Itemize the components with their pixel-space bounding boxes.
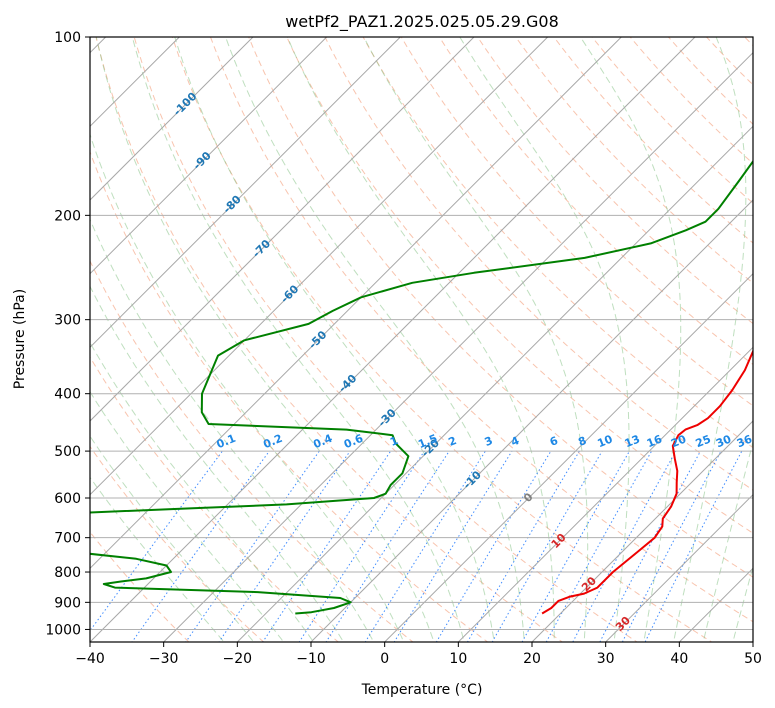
- mixing-ratio-label: 10: [595, 432, 614, 450]
- isotherm-line: [90, 37, 254, 201]
- moist-adiabat: [579, 37, 682, 642]
- moist-adiabat: [95, 37, 435, 642]
- mixing-ratio-label: 36: [735, 432, 754, 450]
- isotherm-line: [90, 37, 475, 422]
- isotherm-line: [531, 420, 753, 642]
- chart-title: wetPf2_PAZ1.2025.025.05.29.G08: [285, 12, 559, 32]
- temperature-profile-line: [541, 348, 753, 615]
- mixing-ratio-line: [90, 450, 223, 632]
- x-tick-label: 50: [744, 651, 762, 667]
- moist-adiabat: [131, 37, 465, 642]
- dry-adiabat: [133, 37, 638, 642]
- mixing-ratio-line: [218, 450, 351, 642]
- isotherm-line: [310, 199, 753, 642]
- y-tick-label: 400: [54, 387, 81, 403]
- dry-adiabat: [286, 37, 753, 534]
- isotherm-line: [90, 37, 696, 642]
- mixing-ratio-line: [298, 450, 425, 642]
- x-tick-label: 20: [523, 651, 541, 667]
- plot-frame: [89, 36, 754, 643]
- dry-adiabat: [90, 445, 265, 642]
- mixing-ratio-label: 8: [576, 434, 588, 449]
- moist-adiabat: [90, 218, 375, 642]
- x-tick-label: −10: [296, 651, 326, 667]
- x-tick-label: 30: [597, 651, 615, 667]
- mixing-ratio-line: [435, 450, 552, 642]
- mixing-ratio-line: [325, 450, 450, 642]
- moist-adiabat: [90, 435, 255, 642]
- y-tick-label: 1000: [45, 622, 81, 638]
- dry-adiabat: [90, 259, 414, 642]
- sounding-series: [90, 159, 753, 615]
- dry-adiabat: [95, 37, 564, 642]
- y-axis-title: Pressure (hPa): [12, 289, 28, 389]
- isotherm-line: [90, 37, 401, 349]
- isotherm-line: [384, 272, 753, 642]
- moist-adiabat: [363, 37, 589, 642]
- background-lines: [90, 37, 753, 642]
- x-tick-label: −20: [223, 651, 253, 667]
- mixing-ratio-label: 13: [623, 433, 642, 451]
- moist-adiabat: [702, 439, 753, 642]
- isotherm-line: [90, 37, 622, 570]
- y-tick-label: 900: [54, 595, 81, 611]
- dry-adiabat: [362, 37, 753, 449]
- isotherm-line: [236, 125, 753, 642]
- y-tick-label: 800: [54, 565, 81, 581]
- dewpoint-profile-line: [90, 159, 753, 615]
- y-axis: 100 200 300 400 500 600 700 800 900 1000: [45, 30, 90, 638]
- dry-adiabat: [171, 37, 713, 642]
- y-tick-label: 600: [54, 491, 81, 507]
- moist-adiabat: [225, 37, 525, 642]
- moist-adiabat: [90, 390, 285, 642]
- isotherm-line: [605, 493, 753, 642]
- y-tick-label: 100: [54, 30, 81, 46]
- y-tick-label: 300: [54, 313, 81, 329]
- isotherm-line: [90, 37, 328, 275]
- dry-adiabat: [324, 37, 753, 491]
- mixing-ratio-line: [466, 450, 580, 642]
- mixing-ratio-label: 3: [483, 434, 495, 449]
- dry-adiabat: [90, 356, 340, 642]
- isotherm-line: [457, 346, 753, 642]
- dry-adiabat: [209, 37, 753, 623]
- dry-adiabat: [248, 37, 753, 578]
- y-tick-label: 500: [54, 444, 81, 460]
- mixing-ratio-line: [262, 450, 392, 642]
- mixing-ratio-line: [393, 450, 513, 642]
- x-tick-label: −40: [75, 651, 105, 667]
- moist-adiabat: [90, 285, 345, 642]
- y-tick-label: 700: [54, 531, 81, 547]
- mixing-ratio-line: [572, 450, 677, 642]
- mixing-ratio-label: 1: [388, 434, 400, 449]
- x-axis: −40 −30 −20 −10 0 10 20 30 40 50: [75, 642, 762, 667]
- dry-adiabat: [400, 37, 753, 407]
- mixing-ratio-line: [185, 450, 320, 642]
- mixing-ratio-label: 30: [714, 432, 733, 450]
- moist-adiabat: [286, 37, 555, 642]
- mixing-ratio-label: 16: [645, 432, 664, 450]
- mixing-ratio-label: 25: [694, 433, 713, 451]
- mixing-ratio-label: 2: [447, 434, 459, 449]
- isotherm-line: [163, 51, 753, 642]
- x-axis-title: Temperature (°C): [361, 682, 483, 698]
- mixing-ratio-labels: 0.1 0.2 0.4 0.6 1 1.5 2 3 4 6 8 10 13 16 20 25 30 36: [215, 432, 754, 451]
- mixing-ratio-label: 20: [669, 432, 688, 450]
- x-tick-label: 10: [449, 651, 467, 667]
- moist-adiabat: [90, 476, 225, 642]
- x-tick-label: −30: [149, 651, 179, 667]
- y-tick-label: 200: [54, 208, 81, 224]
- moist-adiabat: [90, 341, 315, 642]
- x-tick-label: 40: [670, 651, 688, 667]
- dry-adiabat: [438, 37, 753, 366]
- x-tick-label: 0: [380, 651, 389, 667]
- mixing-ratio-line: [491, 450, 603, 642]
